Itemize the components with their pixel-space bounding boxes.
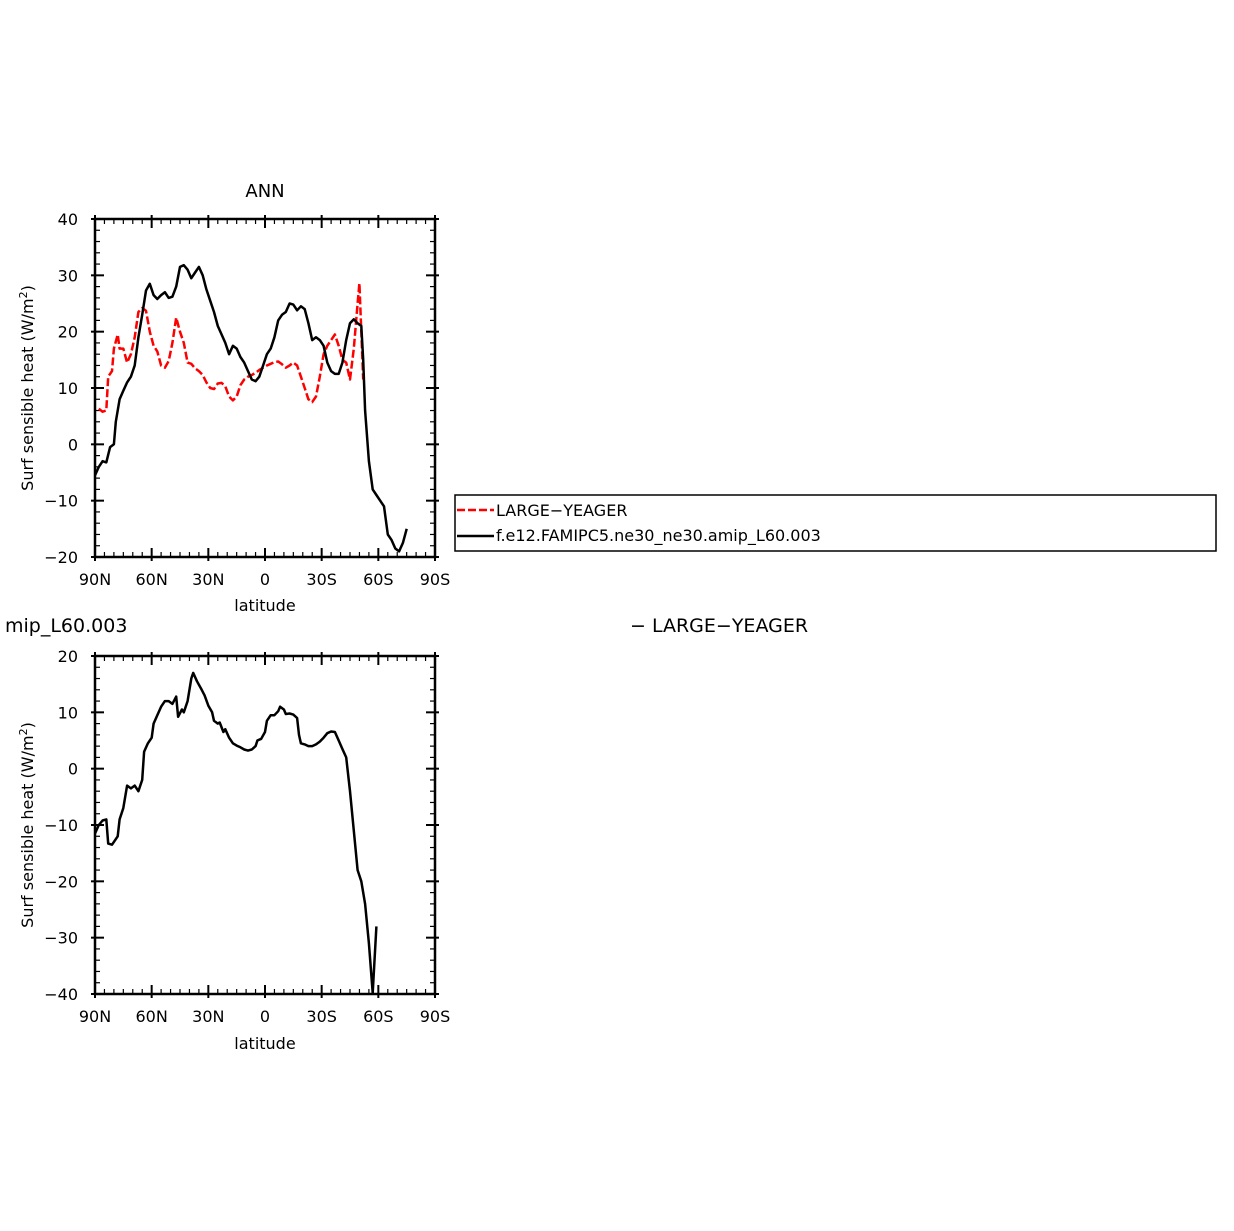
x-tick-label: 30N (192, 1007, 224, 1026)
y-tick-label: 10 (58, 379, 78, 398)
y-tick-label: −30 (44, 929, 78, 948)
y-tick-label: −10 (44, 816, 78, 835)
series-line-f-e12-famipc5-ne30-ne30-amip-l60-003 (93, 263, 408, 553)
legend: LARGE−YEAGER f.e12.FAMIPC5.ne30_ne30.ami… (454, 494, 1217, 552)
x-tick-label: 30N (192, 570, 224, 589)
panel-2-xlabel: latitude (234, 1034, 295, 1053)
panel-1-title: ANN (245, 181, 284, 202)
panel-2-ylabel-main: Surf sensible heat (W/m (18, 735, 37, 927)
panel-ann: ANN 90N 60N 30N 0 30S 60S 90S −20 −10 0 10 20 30 40 l… (17, 181, 450, 615)
panel-1-xlabel: latitude (234, 596, 295, 615)
x-tick-label: 90N (79, 570, 111, 589)
x-tick-label: 60N (136, 570, 168, 589)
y-tick-label: 0 (68, 760, 78, 779)
panel-1-ylabel-sup: 2 (17, 291, 30, 298)
y-tick-label: 30 (58, 266, 78, 285)
panel-diff: mip_L60.003 − LARGE−YEAGER 90N 60N 30N 0 30S… (5, 615, 808, 1053)
x-tick-label: 90S (420, 1007, 451, 1026)
y-tick-label: 20 (58, 647, 78, 666)
legend-label-large-yeager: LARGE−YEAGER (496, 501, 627, 520)
x-tick-label: 60S (363, 1007, 394, 1026)
legend-box (454, 494, 1217, 552)
y-tick-label: 0 (68, 435, 78, 454)
y-tick-label: −20 (44, 548, 78, 567)
x-tick-label: 60N (136, 1007, 168, 1026)
series-line-large-yeager (98, 281, 365, 413)
series-line-difference (93, 671, 378, 995)
panel-2-ylabel-close: ) (18, 722, 37, 728)
x-tick-label: 60S (363, 570, 394, 589)
panel-2-ylabel-sup: 2 (17, 728, 30, 735)
y-tick-label: −20 (44, 872, 78, 891)
y-tick-label: 40 (58, 210, 78, 229)
panel-1-ylabel: Surf sensible heat (W/m2) (17, 285, 37, 491)
panel-2-ylabel: Surf sensible heat (W/m2) (17, 722, 37, 928)
x-tick-label: 90S (420, 570, 451, 589)
panel-2-title: mip_L60.003 (5, 615, 127, 637)
x-tick-label: 30S (306, 1007, 337, 1026)
x-tick-label: 0 (260, 1007, 270, 1026)
panel-1-ylabel-close: ) (18, 285, 37, 291)
x-tick-label: 30S (306, 570, 337, 589)
y-tick-label: −40 (44, 985, 78, 1004)
x-tick-label: 90N (79, 1007, 111, 1026)
x-tick-label: 0 (260, 570, 270, 589)
y-tick-label: 20 (58, 323, 78, 342)
panel-1-ylabel-main: Surf sensible heat (W/m (18, 298, 37, 490)
y-tick-label: 10 (58, 703, 78, 722)
panel-2-side-text: − LARGE−YEAGER (630, 615, 808, 637)
panel-2-frame (93, 654, 437, 996)
y-tick-label: −10 (44, 492, 78, 511)
legend-label-model: f.e12.FAMIPC5.ne30_ne30.amip_L60.003 (496, 526, 821, 546)
